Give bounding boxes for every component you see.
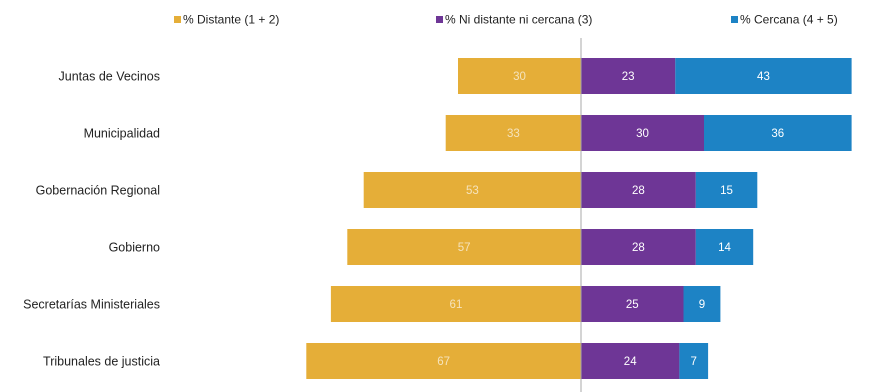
legend: % Distante (1 + 2) % Ni distante ni cerca… <box>174 13 838 27</box>
bar-cercana-4-5-juntas-de-vecinos <box>675 58 852 94</box>
bar-distante-1-2-juntas-de-vecinos <box>458 58 581 94</box>
legend-label: % Cercana (4 + 5) <box>740 13 838 27</box>
bar-distante-1-2-gobierno <box>347 229 581 265</box>
bar-distante-1-2-tribunales-de-justicia <box>306 343 581 379</box>
bar-value-label: 43 <box>757 71 770 83</box>
category-label: Secretarías Ministeriales <box>23 298 160 312</box>
legend-label: % Ni distante ni cercana (3) <box>445 13 592 27</box>
bar-value-label: 15 <box>720 185 733 197</box>
bar-ni-distante-ni-cercana-3-municipalidad <box>581 115 704 151</box>
bar-cercana-4-5-gobierno <box>695 229 754 265</box>
bar-value-label: 14 <box>718 242 731 254</box>
bar-value-label: 30 <box>636 128 649 140</box>
bar-value-label: 24 <box>624 356 637 368</box>
category-label: Municipalidad <box>84 127 160 141</box>
legend-swatch <box>731 16 738 23</box>
bar-value-label: 28 <box>632 185 645 197</box>
legend-item-1: % Ni distante ni cercana (3) <box>436 13 592 27</box>
legend-swatch <box>174 16 181 23</box>
bar-ni-distante-ni-cercana-3-tribunales-de-justicia <box>581 343 680 379</box>
category-label: Tribunales de justicia <box>43 355 160 369</box>
bar-value-label: 61 <box>450 299 463 311</box>
bar-value-label: 67 <box>437 356 450 368</box>
legend-label: % Distante (1 + 2) <box>183 13 279 27</box>
bar-value-label: 36 <box>771 128 784 140</box>
legend-item-0: % Distante (1 + 2) <box>174 13 279 27</box>
bar-distante-1-2-gobernacion-regional <box>363 172 581 208</box>
bar-cercana-4-5-gobernacion-regional <box>695 172 758 208</box>
bar-value-label: 53 <box>466 185 479 197</box>
bar-value-label: 25 <box>626 299 639 311</box>
bar-distante-1-2-municipalidad <box>445 115 581 151</box>
bar-cercana-4-5-tribunales-de-justicia <box>679 343 709 379</box>
row-juntas-de-vecinos: Juntas de Vecinos 30 23 43 <box>59 58 852 94</box>
bar-value-label: 30 <box>513 71 526 83</box>
bar-value-label: 23 <box>622 71 635 83</box>
category-label: Gobernación Regional <box>36 184 160 198</box>
bar-ni-distante-ni-cercana-3-gobernacion-regional <box>581 172 696 208</box>
bar-value-label: 57 <box>458 242 471 254</box>
bar-value-label: 7 <box>691 356 697 368</box>
row-gobierno: Gobierno 57 28 14 <box>109 229 754 265</box>
row-tribunales-de-justicia: Tribunales de justicia 67 24 7 <box>43 343 709 379</box>
legend-item-2: % Cercana (4 + 5) <box>731 13 838 27</box>
row-gobernacion-regional: Gobernación Regional 53 28 15 <box>36 172 758 208</box>
bars: Juntas de Vecinos 30 23 43 Municipalidad 33 30… <box>23 58 852 379</box>
row-municipalidad: Municipalidad 33 30 36 <box>84 115 852 151</box>
bar-ni-distante-ni-cercana-3-juntas-de-vecinos <box>581 58 676 94</box>
bar-cercana-4-5-secretarias-ministeriales <box>683 286 721 322</box>
category-label: Juntas de Vecinos <box>59 70 160 84</box>
bar-distante-1-2-secretarias-ministeriales <box>330 286 581 322</box>
bar-value-label: 28 <box>632 242 645 254</box>
bar-value-label: 9 <box>699 299 705 311</box>
category-label: Gobierno <box>109 241 160 255</box>
row-secretarias-ministeriales: Secretarías Ministeriales 61 25 9 <box>23 286 721 322</box>
legend-swatch <box>436 16 443 23</box>
bar-ni-distante-ni-cercana-3-secretarias-ministeriales <box>581 286 684 322</box>
bar-ni-distante-ni-cercana-3-gobierno <box>581 229 696 265</box>
bar-cercana-4-5-municipalidad <box>704 115 852 151</box>
bar-value-label: 33 <box>507 128 520 140</box>
